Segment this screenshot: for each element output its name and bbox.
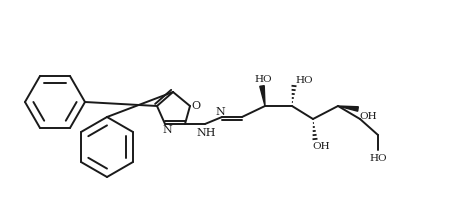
Polygon shape <box>260 86 265 107</box>
Polygon shape <box>338 107 358 112</box>
Text: HO: HO <box>254 75 272 84</box>
Text: OH: OH <box>359 112 377 121</box>
Text: NH: NH <box>196 127 216 137</box>
Text: HO: HO <box>295 76 313 85</box>
Text: N: N <box>215 107 225 116</box>
Text: O: O <box>191 101 200 110</box>
Text: N: N <box>162 124 172 134</box>
Text: HO: HO <box>369 154 387 163</box>
Text: OH: OH <box>312 142 330 151</box>
